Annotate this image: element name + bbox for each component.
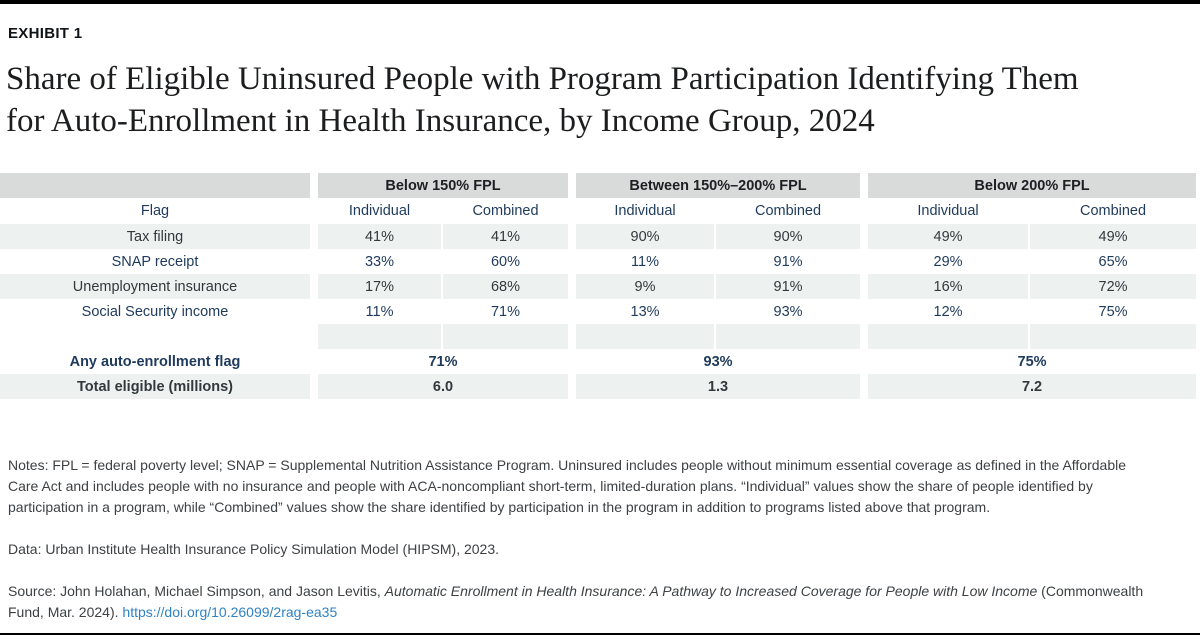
notes-line-3: participation in a program, while “Combi… bbox=[8, 499, 991, 515]
table-cell: 60% bbox=[441, 249, 569, 274]
table-cell: 11% bbox=[310, 299, 441, 324]
table-column-header-row: Flag Individual Combined Individual Comb… bbox=[0, 198, 1197, 224]
bottom-rule bbox=[0, 633, 1200, 635]
table-cell: 11% bbox=[568, 249, 715, 274]
column-header: Combined bbox=[441, 198, 569, 224]
spacer-cell bbox=[310, 324, 441, 349]
table-cell: 13% bbox=[568, 299, 715, 324]
spacer-cell bbox=[860, 324, 1029, 349]
table-cell: 90% bbox=[714, 224, 861, 249]
table-cell: 91% bbox=[714, 249, 861, 274]
table-cell: 75% bbox=[860, 349, 1197, 374]
notes-line-1: Notes: FPL = federal poverty level; SNAP… bbox=[8, 457, 1127, 473]
group-header-below-150: Below 150% FPL bbox=[310, 173, 569, 198]
table-row-snap-receipt: SNAP receipt 33% 60% 11% 91% 29% 65% bbox=[0, 249, 1197, 274]
table-cell: 7.2 bbox=[860, 374, 1197, 399]
table-cell: 93% bbox=[714, 299, 861, 324]
footnotes: Notes: FPL = federal poverty level; SNAP… bbox=[8, 455, 1192, 623]
notes-paragraph: Notes: FPL = federal poverty level; SNAP… bbox=[8, 455, 1192, 518]
source-publication-title: Automatic Enrollment in Health Insurance… bbox=[384, 583, 1038, 599]
source-publisher: Fund, Mar. 2024). bbox=[8, 604, 123, 620]
column-header-flag: Flag bbox=[0, 198, 310, 224]
table-cell: 33% bbox=[310, 249, 441, 274]
table-cell: 41% bbox=[441, 224, 569, 249]
page-title-line-1: Share of Eligible Uninsured People with … bbox=[6, 61, 1079, 97]
group-header-between-150-200: Between 150%–200% FPL bbox=[568, 173, 861, 198]
table-cell: 75% bbox=[1028, 299, 1197, 324]
table-cell: 49% bbox=[1028, 224, 1197, 249]
table-cell: 1.3 bbox=[568, 374, 861, 399]
table-cell: 9% bbox=[568, 274, 715, 299]
table-cell: 72% bbox=[1028, 274, 1197, 299]
table-cell: 6.0 bbox=[310, 374, 569, 399]
table-cell: 17% bbox=[310, 274, 441, 299]
row-label: SNAP receipt bbox=[0, 249, 310, 274]
table-cell: 41% bbox=[310, 224, 441, 249]
table-row-spacer bbox=[0, 324, 1197, 349]
row-label: Tax filing bbox=[0, 224, 310, 249]
row-label: Total eligible (millions) bbox=[0, 374, 310, 399]
row-label: Unemployment insurance bbox=[0, 274, 310, 299]
source-paragraph: Source: John Holahan, Michael Simpson, a… bbox=[8, 581, 1192, 623]
table-cell: 29% bbox=[860, 249, 1029, 274]
page-title-line-2: for Auto-Enrollment in Health Insurance,… bbox=[6, 103, 875, 139]
table-cell: 91% bbox=[714, 274, 861, 299]
table-group-header-row: Below 150% FPL Between 150%–200% FPL Bel… bbox=[0, 173, 1197, 198]
table-cell: 90% bbox=[568, 224, 715, 249]
exhibit-label: EXHIBIT 1 bbox=[8, 25, 83, 42]
table-cell: 65% bbox=[1028, 249, 1197, 274]
column-header: Combined bbox=[1028, 198, 1197, 224]
data-table: Below 150% FPL Between 150%–200% FPL Bel… bbox=[0, 173, 1197, 399]
spacer-cell bbox=[441, 324, 569, 349]
table-row-tax-filing: Tax filing 41% 41% 90% 90% 49% 49% bbox=[0, 224, 1197, 249]
column-header: Individual bbox=[310, 198, 441, 224]
source-line-2: Fund, Mar. 2024). https://doi.org/10.260… bbox=[8, 602, 1192, 623]
doi-link[interactable]: https://doi.org/10.26099/2rag-ea35 bbox=[122, 604, 338, 620]
source-suffix: (Commonwealth bbox=[1037, 583, 1144, 599]
page-title: Share of Eligible Uninsured People with … bbox=[6, 58, 1192, 142]
source-line-1: Source: John Holahan, Michael Simpson, a… bbox=[8, 581, 1192, 602]
table-row-unemployment-insurance: Unemployment insurance 17% 68% 9% 91% 16… bbox=[0, 274, 1197, 299]
row-label: Social Security income bbox=[0, 299, 310, 324]
top-rule bbox=[0, 0, 1200, 4]
table-cell: 16% bbox=[860, 274, 1029, 299]
table-cell: 49% bbox=[860, 224, 1029, 249]
source-prefix: Source: John Holahan, Michael Simpson, a… bbox=[8, 583, 385, 599]
row-label: Any auto-enrollment flag bbox=[0, 349, 310, 374]
spacer-cell bbox=[1028, 324, 1197, 349]
table-cell: 93% bbox=[568, 349, 861, 374]
table-cell: 71% bbox=[310, 349, 569, 374]
notes-line-2: Care Act and includes people with no ins… bbox=[8, 478, 1093, 494]
table-cell: 12% bbox=[860, 299, 1029, 324]
spacer-cell bbox=[0, 324, 310, 349]
table-row-any-auto-enrollment-flag: Any auto-enrollment flag 71% 93% 75% bbox=[0, 349, 1197, 374]
spacer-cell bbox=[714, 324, 861, 349]
column-header: Individual bbox=[568, 198, 715, 224]
data-credit-line: Data: Urban Institute Health Insurance P… bbox=[8, 541, 500, 557]
table-row-social-security-income: Social Security income 11% 71% 13% 93% 1… bbox=[0, 299, 1197, 324]
table-cell: 71% bbox=[441, 299, 569, 324]
spacer-cell bbox=[568, 324, 715, 349]
group-header-spacer bbox=[0, 173, 310, 198]
group-header-below-200: Below 200% FPL bbox=[860, 173, 1197, 198]
column-header: Individual bbox=[860, 198, 1029, 224]
table-row-total-eligible: Total eligible (millions) 6.0 1.3 7.2 bbox=[0, 374, 1197, 399]
table-cell: 68% bbox=[441, 274, 569, 299]
column-header: Combined bbox=[714, 198, 861, 224]
